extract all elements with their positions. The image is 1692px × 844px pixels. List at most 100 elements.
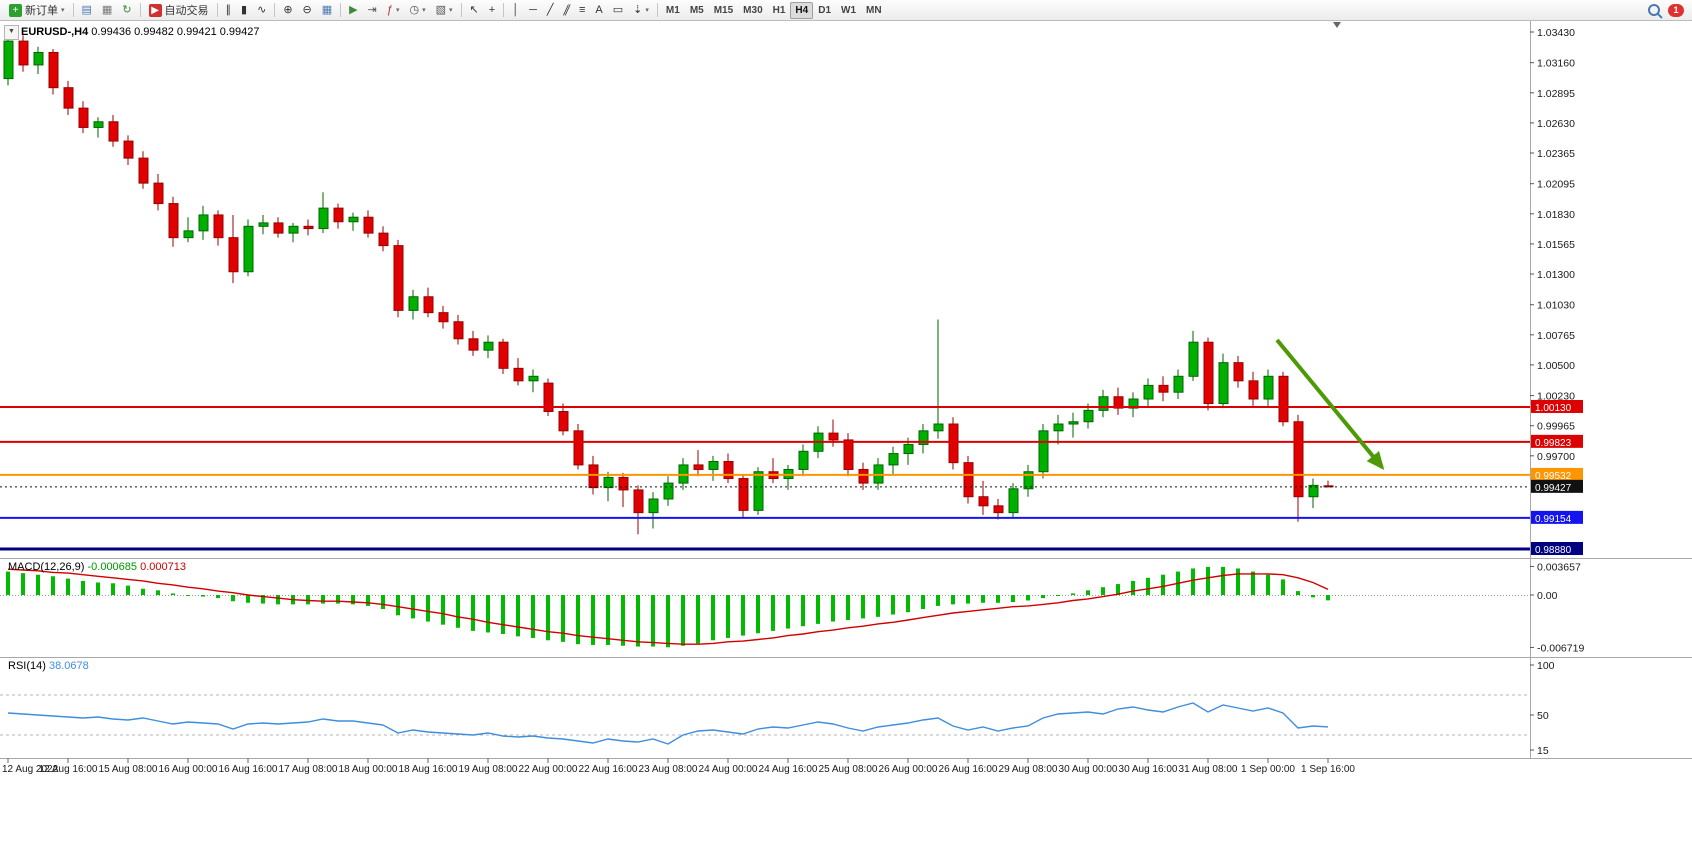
candle-body bbox=[1053, 423, 1064, 432]
macd-bar bbox=[771, 595, 775, 631]
timeframe-m5[interactable]: M5 bbox=[689, 4, 704, 16]
timeframe-h4[interactable]: H4 bbox=[790, 1, 814, 19]
arrows-icon[interactable]: ⇣ ▾ bbox=[628, 1, 654, 19]
market-watch-icon[interactable]: ▤ bbox=[77, 1, 97, 19]
templates-icon[interactable]: ▧ ▾ bbox=[431, 1, 458, 19]
crosshair-icon[interactable]: + bbox=[484, 1, 500, 19]
new-order-button[interactable]: + 新订单 ▾ bbox=[4, 1, 70, 19]
text-icon[interactable]: A bbox=[590, 1, 607, 19]
candle-body bbox=[303, 225, 314, 230]
zoom-in-icon[interactable]: ⊕ bbox=[278, 1, 297, 19]
fibonacci-icon[interactable]: ≡ bbox=[574, 1, 590, 19]
time-label: 19 Aug 08:00 bbox=[459, 764, 518, 775]
candle bbox=[288, 222, 299, 243]
timeframe-w1[interactable]: W1 bbox=[841, 4, 857, 16]
time-label: 24 Aug 00:00 bbox=[699, 764, 758, 775]
macd-bar bbox=[186, 595, 190, 596]
bar-chart-icon-glyph: ∥ bbox=[225, 4, 232, 16]
candle-body bbox=[1323, 485, 1334, 488]
candle-body bbox=[378, 232, 389, 247]
time-label: 23 Aug 08:00 bbox=[639, 764, 698, 775]
candle bbox=[1053, 414, 1064, 445]
candle bbox=[978, 480, 989, 515]
new-order-glyph: + bbox=[9, 3, 22, 17]
navigator-refresh-icon[interactable]: ↻ bbox=[117, 1, 136, 19]
candlestick-chart-icon[interactable]: ▮ bbox=[236, 1, 252, 19]
chevron-down-icon: ▾ bbox=[395, 7, 400, 14]
line-chart-icon[interactable]: ∿ bbox=[252, 1, 271, 19]
time-label: 1 Sep 00:00 bbox=[1241, 764, 1295, 775]
candle-body bbox=[1143, 384, 1154, 400]
channel-icon[interactable]: ∥ bbox=[559, 1, 575, 19]
candle bbox=[1128, 392, 1139, 418]
macd-bar bbox=[426, 595, 430, 622]
candle bbox=[318, 192, 329, 234]
candle bbox=[723, 453, 734, 484]
candle bbox=[108, 114, 119, 147]
trend-arrow[interactable] bbox=[1275, 338, 1385, 470]
label-icon-glyph: ▭ bbox=[612, 4, 624, 16]
macd-bar bbox=[51, 576, 55, 595]
trendline-icon[interactable]: ╱ bbox=[542, 1, 559, 19]
bar-chart-icon[interactable]: ∥ bbox=[221, 1, 237, 19]
price-tag: 0.99154 bbox=[1531, 510, 1583, 525]
toolbar-separator bbox=[503, 3, 505, 17]
candle-body bbox=[348, 216, 359, 223]
chart-shift-icon-glyph: ⇥ bbox=[367, 4, 377, 16]
candle-body bbox=[663, 482, 674, 500]
vertical-line-icon[interactable]: │ bbox=[507, 1, 524, 19]
candle bbox=[363, 210, 374, 238]
candle bbox=[1248, 371, 1259, 406]
search-icon[interactable] bbox=[1648, 4, 1660, 16]
macd-histogram bbox=[6, 566, 1330, 648]
candle-body bbox=[1218, 362, 1229, 405]
macd-bar bbox=[516, 595, 520, 637]
candle bbox=[948, 417, 959, 470]
indicators-icon[interactable]: ƒ ▾ bbox=[382, 1, 405, 19]
candle-body bbox=[1083, 409, 1094, 423]
timeframe-m1[interactable]: M1 bbox=[665, 4, 680, 16]
candle bbox=[738, 474, 749, 518]
data-window-icon[interactable]: ▦ bbox=[97, 1, 117, 19]
candle-body bbox=[1233, 362, 1244, 382]
macd-bar bbox=[756, 595, 760, 634]
candle bbox=[123, 135, 134, 165]
shift-marker[interactable] bbox=[1333, 22, 1341, 28]
horizontal-line-icon[interactable]: ─ bbox=[524, 1, 542, 19]
macd-bar bbox=[6, 571, 10, 595]
macd-bar bbox=[156, 590, 160, 595]
auto-scroll-icon[interactable]: ▶ bbox=[344, 1, 362, 19]
label-icon[interactable]: ▭ bbox=[608, 1, 628, 19]
timeframe-mn[interactable]: MN bbox=[866, 4, 882, 16]
timeframe-h1[interactable]: H1 bbox=[772, 4, 786, 16]
macd-bar bbox=[396, 595, 400, 616]
autotrading-button[interactable]: ▶ 自动交易 bbox=[144, 1, 214, 19]
timeframe-d1[interactable]: D1 bbox=[818, 4, 832, 16]
tile-windows-icon[interactable]: ▦ bbox=[317, 1, 337, 19]
candle bbox=[1308, 478, 1319, 509]
candle bbox=[393, 239, 404, 318]
candle-body bbox=[1113, 396, 1124, 409]
candle bbox=[3, 32, 14, 86]
timeframe-m30[interactable]: M30 bbox=[743, 4, 763, 16]
toolbar-button-groups: + 新订单 ▾ ▤ ▦ ↻ ▶ 自动交易 ∥ ▮ ∿ ⊕ ⊖ ▦ ▶ ⇥ ƒ ▾ ◷ ▾ ▧ ▾ ↖ + │ ─ ╱ ∥ ≡ A ▭ ⇣ ▾ bbox=[4, 1, 654, 19]
zoom-out-icon[interactable]: ⊖ bbox=[298, 1, 317, 19]
navigator-refresh-icon-glyph: ↻ bbox=[122, 4, 132, 16]
periods-icon[interactable]: ◷ ▾ bbox=[405, 1, 431, 19]
timeframe-m15[interactable]: M15 bbox=[713, 4, 734, 16]
one-click-trading-expander[interactable]: ▼ bbox=[4, 25, 19, 40]
cursor-icon[interactable]: ↖ bbox=[465, 1, 484, 19]
notification-badge[interactable]: 1 bbox=[1668, 3, 1684, 17]
macd-bar bbox=[1086, 590, 1090, 595]
candle bbox=[273, 217, 284, 238]
candle-body bbox=[858, 468, 869, 484]
rsi-line bbox=[7, 702, 1329, 745]
chart-shift-icon[interactable]: ⇥ bbox=[363, 1, 382, 19]
macd-bar bbox=[1161, 574, 1165, 595]
price-tag: 0.99532 bbox=[1531, 467, 1583, 482]
macd-tick-label: 0.003657 bbox=[1537, 561, 1581, 573]
macd-tick-label: 0.00 bbox=[1537, 590, 1558, 602]
time-label: 29 Aug 08:00 bbox=[999, 764, 1058, 775]
